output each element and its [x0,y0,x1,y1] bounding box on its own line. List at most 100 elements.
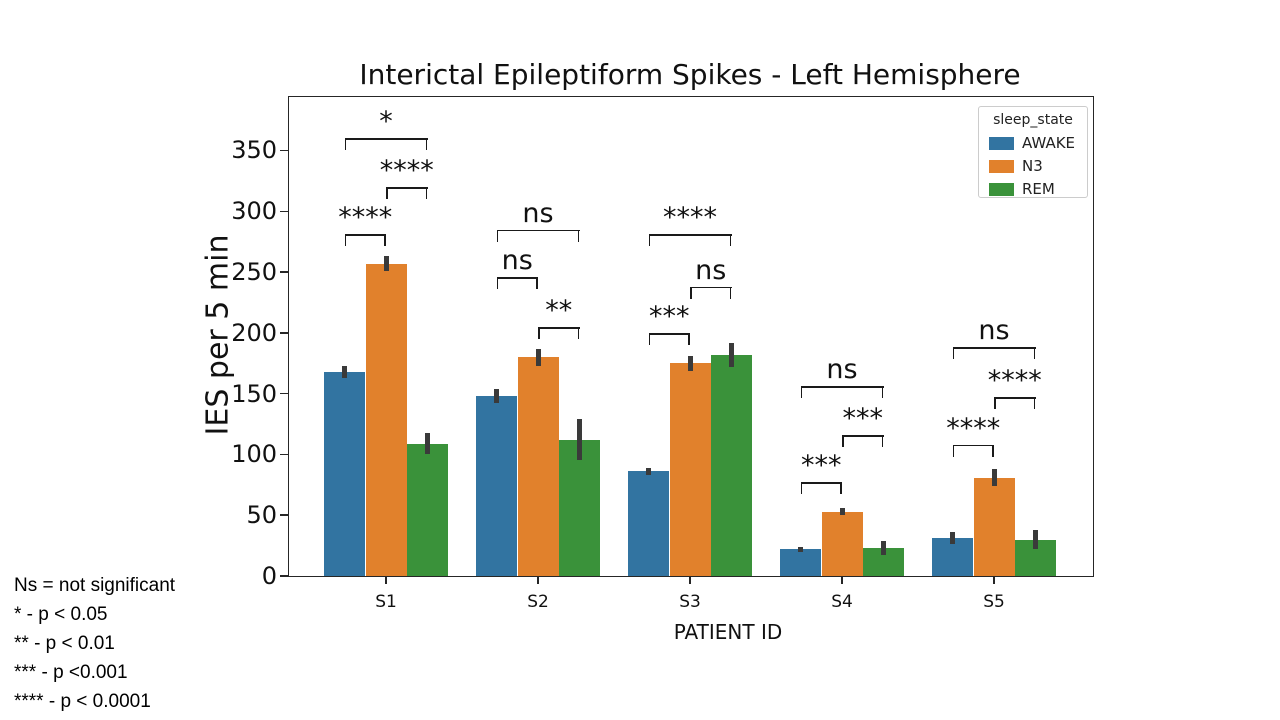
errorbar-S3-N3 [687,355,693,371]
y-tick-label-150: 150 [231,379,277,408]
bar-S3-N3 [669,363,711,576]
bar-S5-N3 [973,477,1015,576]
errorbar-S2-REM [577,419,582,461]
sig-S3-AWAKE-N3-end [648,332,651,345]
sig-S5-N3-REM-label: **** [987,365,1042,397]
errorbar-S3-AWAKE [646,467,651,476]
errorbar-S1-AWAKE [342,365,347,378]
sig-S1-AWAKE-N3-end [384,234,386,247]
significance-key-line: ** - p < 0.01 [14,633,115,654]
bar-S1-AWAKE [324,371,365,576]
sig-S3-AWAKE-REM-end [729,234,732,247]
sig-S4-AWAKE-REM-end [800,386,803,399]
sig-S2-AWAKE-N3-end [536,276,538,289]
legend: sleep_state AWAKE N3 REM [978,106,1088,198]
sig-S5-AWAKE-REM-label: ns [978,315,1010,347]
sig-S2-AWAKE-N3-label: ns [501,244,533,276]
sig-S1-N3-REM-label: **** [379,154,434,186]
x-tick-S4 [841,576,843,584]
sig-S3-AWAKE-N3-bracket [648,332,690,335]
significance-key-line: * - p < 0.05 [14,604,108,625]
sig-S4-AWAKE-REM-label: ns [826,354,858,386]
significance-key-line: Ns = not significant [14,575,176,596]
sig-S1-AWAKE-N3-end [344,234,347,247]
legend-label-rem: REM [1022,180,1055,198]
sig-S4-AWAKE-REM-bracket [800,386,884,389]
sig-S1-AWAKE-N3-bracket [344,234,386,237]
x-tick-label-S3: S3 [679,592,701,612]
bar-S1-REM [407,443,448,576]
n3-swatch-icon [989,160,1014,173]
y-tick-label-200: 200 [231,318,277,347]
sig-S5-AWAKE-REM-end [952,347,955,360]
bar-S1-N3 [365,263,407,576]
x-tick-label-S1: S1 [375,592,397,612]
x-tick-label-S2: S2 [527,592,549,612]
errorbar-S5-REM [1033,529,1038,550]
sig-S3-AWAKE-REM-label: **** [663,202,717,234]
sig-S5-AWAKE-N3-label: **** [946,412,1001,444]
sig-S4-AWAKE-N3-end [840,482,842,495]
sig-S5-N3-REM-end [1033,397,1036,410]
sig-S2-N3-REM-bracket [538,326,580,329]
y-tick-label-250: 250 [231,258,277,287]
sig-S2-AWAKE-REM-end [577,229,580,242]
y-tick-300 [279,210,288,213]
x-tick-S2 [537,576,539,584]
sig-S3-AWAKE-REM-end [648,234,651,247]
errorbar-S1-N3 [383,256,389,271]
sig-S2-N3-REM-end [577,326,580,339]
sig-S3-AWAKE-N3-label: *** [649,300,690,332]
sig-S2-AWAKE-REM-label: ns [522,197,554,229]
sig-S2-AWAKE-REM-bracket [496,229,580,232]
y-tick-250 [279,271,288,273]
sig-S3-N3-REM-end [729,286,732,299]
y-tick-label-50: 50 [246,501,277,530]
sig-S4-AWAKE-N3-bracket [800,482,842,485]
bar-S4-N3 [821,511,863,576]
sig-S3-N3-REM-end [690,286,692,299]
y-tick-label-0: 0 [261,562,277,590]
chart-title: Interictal Epileptiform Spikes - Left He… [359,58,1021,91]
sig-S5-AWAKE-N3-bracket [952,444,994,447]
rem-swatch-icon [989,183,1014,196]
x-tick-S5 [993,576,995,584]
x-tick-S3 [689,576,691,584]
sig-S4-AWAKE-REM-end [881,386,884,399]
sig-S1-N3-REM-end [425,186,428,199]
significance-key-line: *** - p <0.001 [14,662,128,683]
bar-S3-REM [711,354,752,576]
legend-label-n3: N3 [1022,157,1043,175]
errorbar-S2-N3 [535,348,541,366]
sig-S3-AWAKE-N3-end [688,332,690,345]
bar-S2-N3 [517,357,559,576]
sig-S4-N3-REM-end [881,434,884,447]
errorbar-S2-AWAKE [494,388,499,404]
errorbar-S5-AWAKE [950,532,955,545]
bar-S3-AWAKE [628,471,669,576]
sig-S5-AWAKE-N3-end [992,444,994,457]
y-tick-label-100: 100 [231,440,277,469]
sig-S5-AWAKE-REM-bracket [952,347,1036,350]
sig-S2-AWAKE-REM-end [496,229,499,242]
y-tick-200 [279,332,288,334]
y-tick-label-350: 350 [231,136,277,165]
legend-label-awake: AWAKE [1022,134,1076,152]
y-tick-350 [279,149,288,152]
sig-S1-AWAKE-REM-end [425,138,428,151]
sig-S1-N3-REM-bracket [386,186,428,189]
bar-S2-AWAKE [476,396,517,576]
y-tick-0 [279,575,288,577]
y-tick-label-300: 300 [231,197,277,226]
legend-item-awake: AWAKE [979,136,1087,151]
significance-key-line: **** - p < 0.0001 [14,691,151,712]
sig-S3-N3-REM-label: ns [695,254,727,286]
sig-S1-AWAKE-REM-end [344,138,347,151]
x-tick-label-S5: S5 [983,592,1005,612]
y-tick-50 [279,514,288,516]
errorbar-S1-REM [425,432,430,455]
sig-S5-N3-REM-bracket [994,397,1036,400]
sig-S2-AWAKE-N3-end [496,276,499,289]
sig-S5-AWAKE-N3-end [952,444,955,457]
